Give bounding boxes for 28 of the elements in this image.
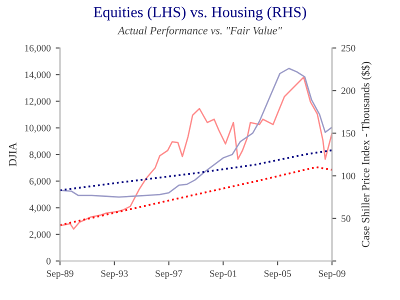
- y2-tick-label: 50: [342, 215, 350, 222]
- line-series: [60, 76, 332, 230]
- line-series: [60, 149, 332, 192]
- y-tick-label: 6,000: [30, 178, 51, 186]
- x-tick-label: Sep-89: [46, 270, 74, 279]
- x-tick-label: Sep-05: [264, 270, 291, 279]
- y-tick-label: 4,000: [29, 204, 51, 213]
- x-tick-label: Sep-93: [101, 270, 128, 279]
- y-tick-label: 16,000: [25, 44, 51, 53]
- y-tick-label: 2,000: [30, 231, 51, 240]
- y2-axis-title: Case Shiller Price Index - Thousands ($$): [361, 62, 372, 248]
- y-tick-label: 12,000: [25, 98, 51, 106]
- y-tick-label: 8,000: [29, 151, 51, 160]
- x-tick-label: Sep-97: [156, 270, 182, 279]
- y-axis-title: DJIA: [8, 142, 16, 166]
- chart-subtitle: Actual Performance vs. "Fair Value": [117, 26, 282, 37]
- y-tick-label: 0: [46, 258, 51, 264]
- line-series: [60, 166, 332, 226]
- y-tick-label: 10,000: [25, 124, 51, 133]
- y-tick-label: 14,000: [25, 72, 51, 80]
- line-series: [60, 68, 332, 198]
- x-tick-label: Sep-09: [318, 270, 346, 279]
- x-tick-label: Sep-01: [210, 270, 236, 279]
- y2-tick-label: 150: [342, 130, 356, 137]
- y2-tick-label: 250: [341, 44, 356, 52]
- y2-tick-label: 100: [342, 172, 356, 180]
- chart-title: Equities (LHS) vs. Housing (RHS): [94, 6, 306, 20]
- y2-tick-label: 200: [341, 88, 356, 94]
